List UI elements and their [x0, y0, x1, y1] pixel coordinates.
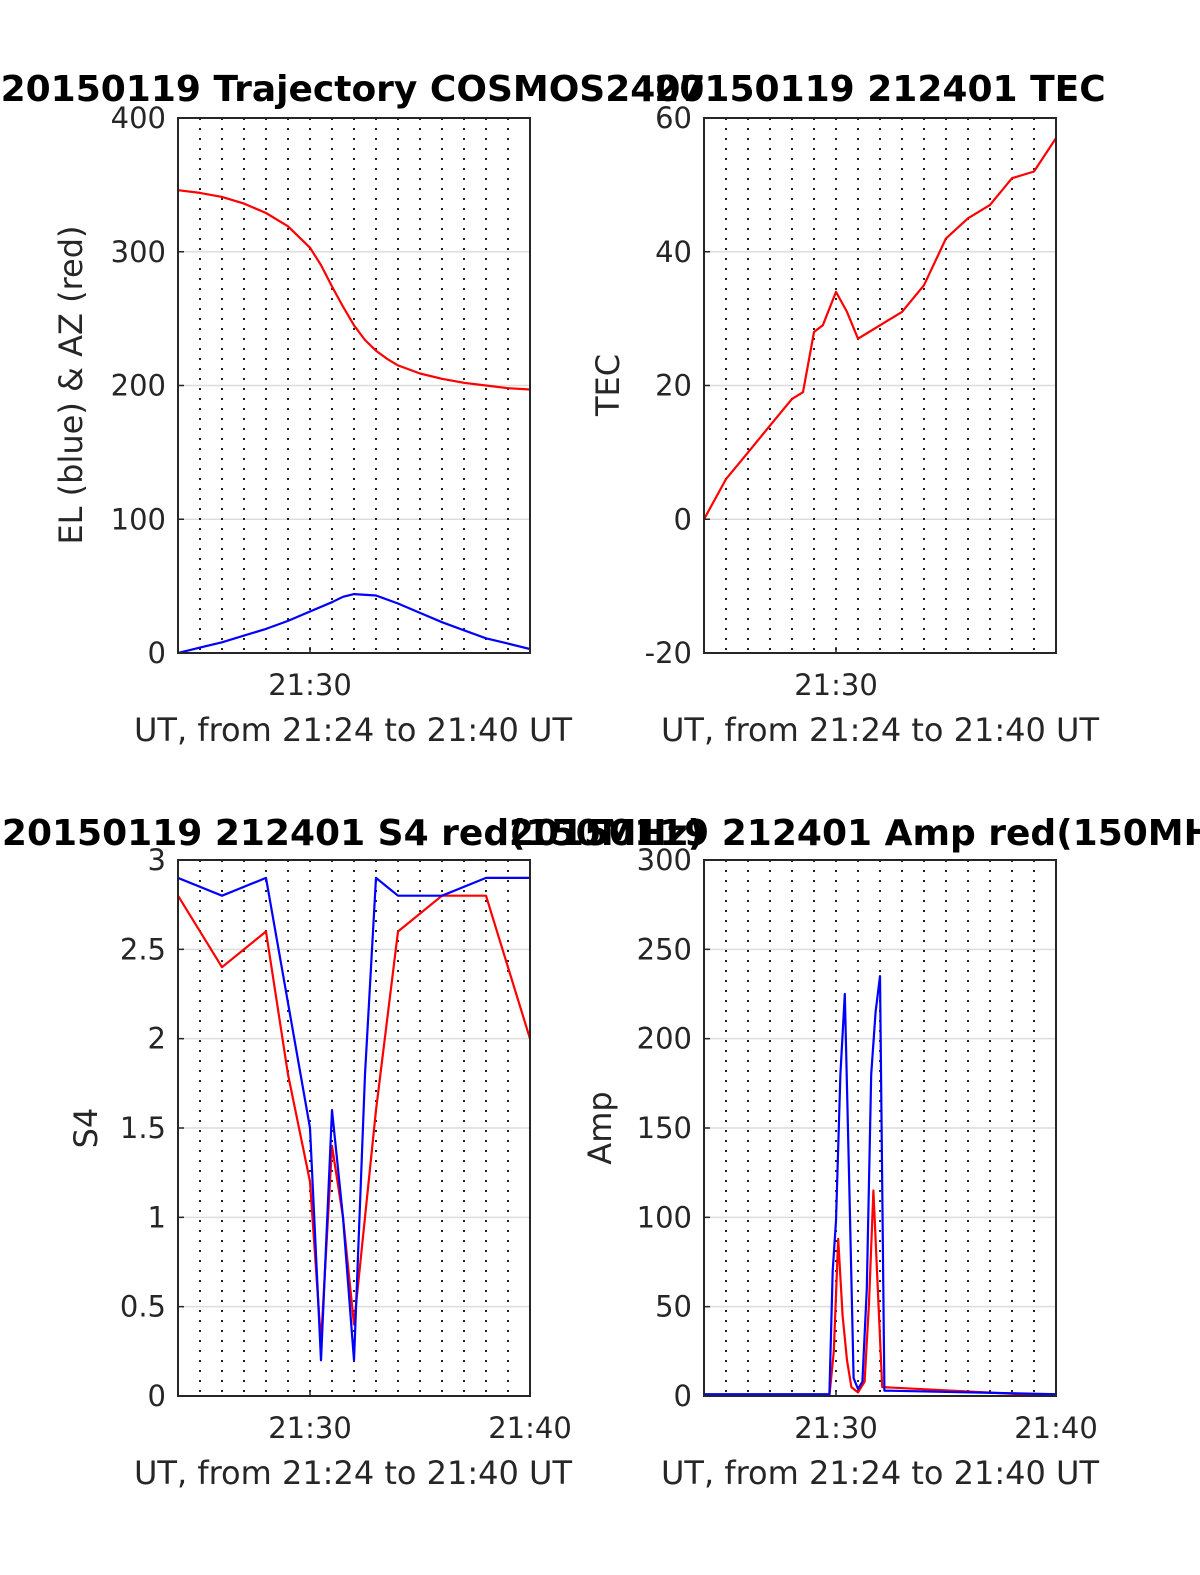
- chart-title: 20150119 212401 Amp red(150MHz): [509, 813, 1200, 854]
- tec-panel: 20150119 212401 TEC UT, from 21:24 to 21…: [589, 69, 1106, 749]
- y-tick-label: 300: [111, 235, 166, 269]
- y-axis-label: Amp: [581, 1091, 619, 1164]
- y-tick-label: 2: [148, 1022, 166, 1056]
- x-axis-label: UT, from 21:24 to 21:40 UT: [134, 1454, 572, 1492]
- y-tick-label: 200: [637, 1022, 692, 1056]
- y-tick-label: 100: [637, 1200, 692, 1234]
- x-axis-label: UT, from 21:24 to 21:40 UT: [661, 711, 1099, 749]
- y-tick-label: 400: [111, 101, 166, 135]
- y-tick-label: 1.5: [120, 1111, 166, 1145]
- y-tick-label: 100: [111, 502, 166, 536]
- y-tick-label: 0: [148, 1379, 166, 1413]
- y-tick-label: 0: [674, 1379, 692, 1413]
- y-tick-label: 1: [148, 1200, 166, 1234]
- amp-panel: 20150119 212401 Amp red(150MHz) UT, from…: [509, 813, 1200, 1492]
- y-axis-label: EL (blue) & AZ (red): [52, 225, 90, 544]
- series-line-red: [178, 894, 530, 1344]
- x-axis-label: UT, from 21:24 to 21:40 UT: [661, 1454, 1099, 1492]
- trajectory-panel: 20150119 Trajectory COSMOS2407 UT, from …: [1, 69, 706, 749]
- x-tick-label: 21:30: [268, 668, 352, 702]
- series-line-red: [178, 189, 530, 391]
- series-line-blue: [704, 974, 1056, 1396]
- y-tick-label: 20: [655, 369, 692, 403]
- series-line-blue: [178, 592, 530, 653]
- y-tick-label: 3: [148, 843, 166, 877]
- chart-title: 20150119 Trajectory COSMOS2407: [1, 69, 706, 110]
- chart-title: 20150119 212401 S4 red(150MHz): [2, 813, 704, 854]
- y-tick-label: 50: [655, 1290, 692, 1324]
- series-line-red: [704, 1189, 1056, 1396]
- y-tick-label: 150: [637, 1111, 692, 1145]
- x-tick-label: 21:40: [488, 1411, 572, 1445]
- x-tick-label: 21:30: [794, 1411, 878, 1445]
- y-tick-label: 0: [674, 502, 692, 536]
- x-axis-label: UT, from 21:24 to 21:40 UT: [134, 711, 572, 749]
- y-axis-label: TEC: [589, 354, 627, 417]
- x-tick-label: 21:40: [1014, 1411, 1098, 1445]
- y-tick-label: 250: [637, 932, 692, 966]
- y-tick-label: 200: [111, 369, 166, 403]
- y-tick-label: 0.5: [120, 1290, 166, 1324]
- y-tick-label: 40: [655, 235, 692, 269]
- y-tick-label: 60: [655, 101, 692, 135]
- y-tick-label: 300: [637, 843, 692, 877]
- s4-panel: 20150119 212401 S4 red(150MHz) UT, from …: [2, 813, 704, 1492]
- x-tick-label: 21:30: [268, 1411, 352, 1445]
- series-line-red: [704, 137, 1056, 520]
- chart-title: 20150119 212401 TEC: [654, 69, 1105, 110]
- y-tick-label: 0: [148, 636, 166, 670]
- y-tick-label: -20: [645, 636, 692, 670]
- y-tick-label: 2.5: [120, 932, 166, 966]
- series-line-blue: [178, 876, 530, 1362]
- y-axis-label: S4: [67, 1108, 105, 1149]
- x-tick-label: 21:30: [794, 668, 878, 702]
